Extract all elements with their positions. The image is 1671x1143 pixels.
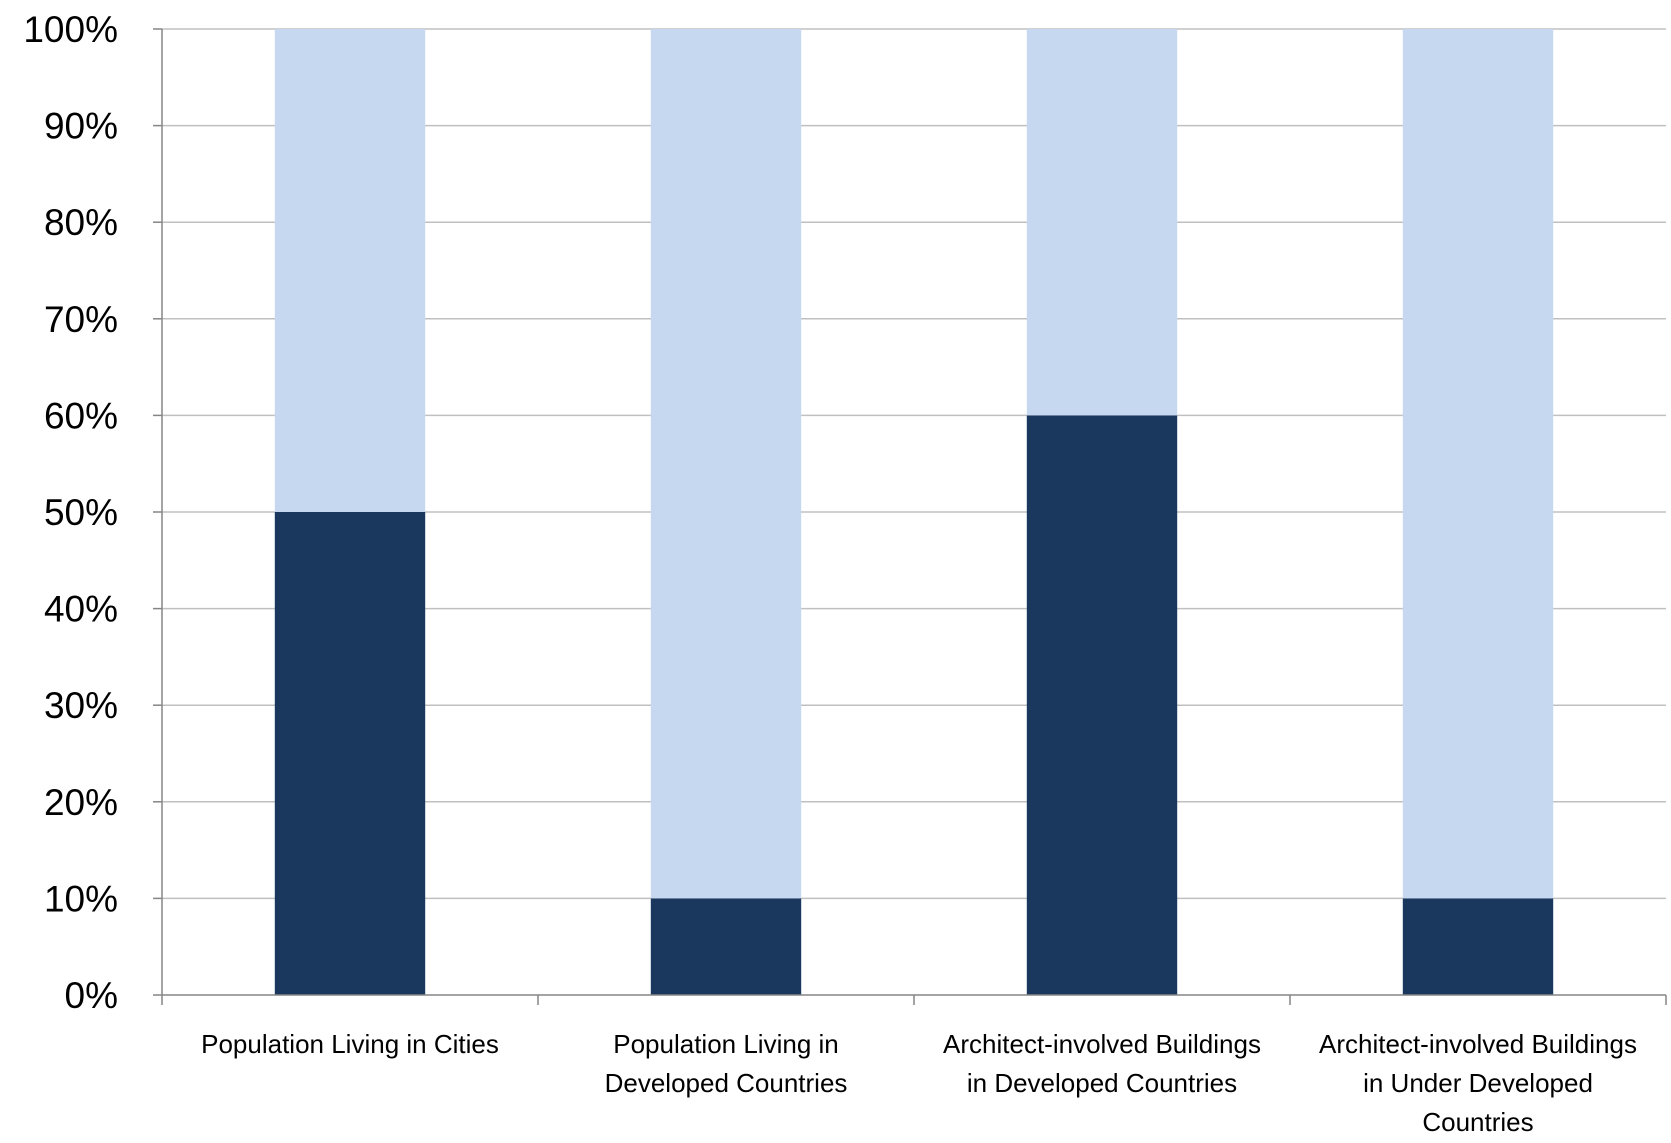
- y-axis-tick-labels: 0% 10% 20% 30% 40% 50% 60% 70% 80% 90% 100%: [23, 9, 118, 1016]
- bars: [274, 29, 1554, 995]
- y-tick-label: 50%: [44, 492, 118, 533]
- x-tick-label-line: Population Living in Cities: [201, 1029, 499, 1059]
- bar-segment: [650, 29, 802, 899]
- y-tick-label: 30%: [44, 685, 118, 726]
- x-tick-label-line: Architect-involved Buildings: [943, 1029, 1261, 1059]
- bar-segment: [1026, 29, 1178, 416]
- y-tick-label: 70%: [44, 299, 118, 340]
- y-tick-label: 40%: [44, 589, 118, 630]
- x-tick-label: Population Living in Cities: [201, 1029, 499, 1059]
- x-tick-label-line: Developed Countries: [605, 1068, 848, 1098]
- x-tick-label-line: Architect-involved Buildings: [1319, 1029, 1637, 1059]
- x-axis-tick-labels: Population Living in Cities Population Li…: [201, 1029, 1637, 1137]
- x-tick-label: Architect-involved Buildings in Developed…: [943, 1029, 1261, 1098]
- y-tick-label: 20%: [44, 782, 118, 823]
- x-tick-label-line: Population Living in: [613, 1029, 839, 1059]
- bar-segment: [1026, 415, 1178, 995]
- x-tick-label: Population Living in Developed Countries: [605, 1029, 848, 1098]
- x-tick-label: Architect-involved Buildings in Under Dev…: [1319, 1029, 1637, 1137]
- x-tick-label-line: in Developed Countries: [967, 1068, 1237, 1098]
- y-tick-label: 60%: [44, 395, 118, 436]
- bar-segment: [274, 512, 426, 995]
- x-tick-label-line: in Under Developed: [1363, 1068, 1593, 1098]
- y-tick-label: 80%: [44, 202, 118, 243]
- x-tick-label-line: Countries: [1422, 1107, 1533, 1137]
- bar-segment: [1402, 898, 1554, 995]
- y-tick-label: 100%: [23, 9, 118, 50]
- bar-segment: [274, 29, 426, 512]
- bar-segment: [1402, 29, 1554, 899]
- axes: [153, 28, 1667, 1005]
- y-tick-label: 10%: [44, 878, 118, 919]
- y-tick-label: 90%: [44, 106, 118, 147]
- bar-segment: [650, 898, 802, 995]
- y-tick-label: 0%: [65, 975, 118, 1016]
